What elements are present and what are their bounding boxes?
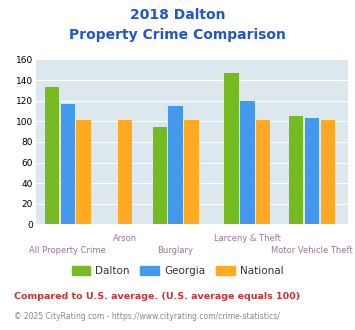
Bar — [118, 120, 132, 224]
Bar — [76, 120, 91, 224]
Bar — [153, 127, 167, 224]
Text: Compared to U.S. average. (U.S. average equals 100): Compared to U.S. average. (U.S. average … — [14, 292, 300, 301]
Bar — [61, 104, 75, 224]
Bar — [256, 120, 271, 224]
Bar — [45, 87, 59, 224]
Bar — [321, 120, 335, 224]
Text: Arson: Arson — [113, 234, 137, 243]
Bar — [184, 120, 198, 224]
Bar — [224, 73, 239, 224]
Text: 2018 Dalton: 2018 Dalton — [130, 8, 225, 22]
Bar — [289, 116, 304, 224]
Bar — [240, 101, 255, 224]
Bar — [168, 106, 183, 224]
Text: All Property Crime: All Property Crime — [29, 246, 106, 255]
Text: Burglary: Burglary — [158, 246, 193, 255]
Legend: Dalton, Georgia, National: Dalton, Georgia, National — [69, 263, 286, 279]
Text: Property Crime Comparison: Property Crime Comparison — [69, 28, 286, 42]
Text: Motor Vehicle Theft: Motor Vehicle Theft — [271, 246, 353, 255]
Text: © 2025 CityRating.com - https://www.cityrating.com/crime-statistics/: © 2025 CityRating.com - https://www.city… — [14, 312, 280, 321]
Text: Larceny & Theft: Larceny & Theft — [214, 234, 281, 243]
Bar — [305, 118, 319, 224]
